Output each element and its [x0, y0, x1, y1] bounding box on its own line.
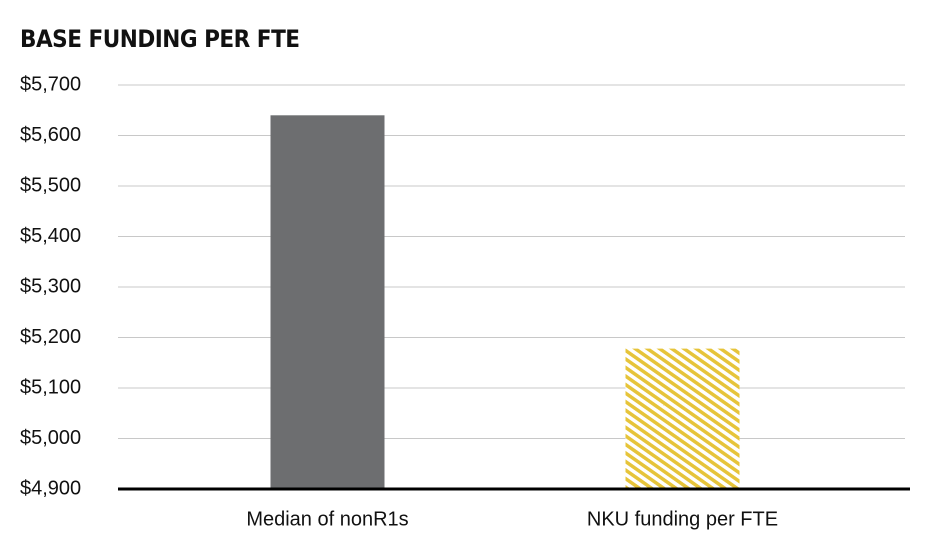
- bar: [625, 348, 740, 489]
- y-tick-label: $5,700: [20, 73, 81, 95]
- y-tick-label: $4,900: [20, 477, 81, 499]
- x-tick-label: Median of nonR1s: [246, 508, 408, 530]
- y-tick-label: $5,400: [20, 225, 81, 247]
- y-tick-label: $5,300: [20, 275, 81, 297]
- y-tick-label: $5,200: [20, 326, 81, 348]
- y-tick-label: $5,600: [20, 124, 81, 146]
- y-tick-label: $5,500: [20, 174, 81, 196]
- y-tick-label: $5,000: [20, 427, 81, 449]
- x-tick-label: NKU funding per FTE: [587, 508, 778, 530]
- y-tick-label: $5,100: [20, 376, 81, 398]
- chart-title: BASE FUNDING PER FTE: [20, 25, 300, 53]
- bar: [270, 115, 385, 490]
